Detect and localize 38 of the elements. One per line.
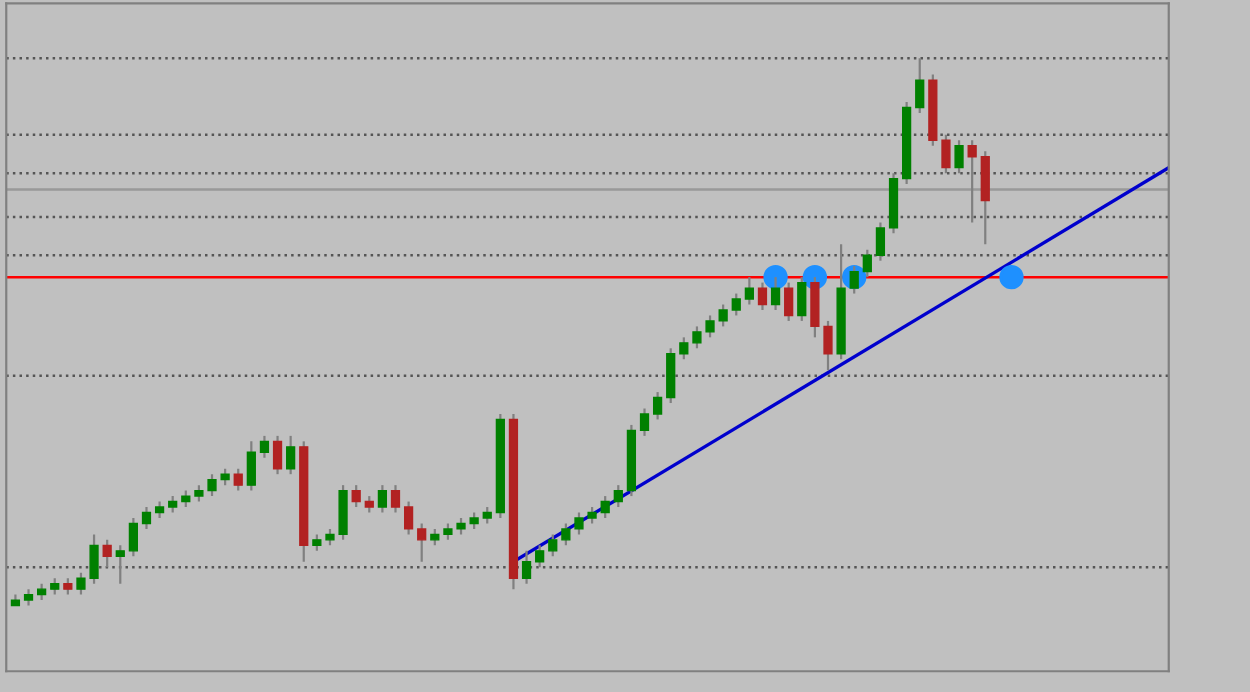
candlestick	[600, 494, 610, 520]
candlestick	[757, 281, 768, 312]
candlestick	[862, 248, 872, 279]
candlestick	[272, 434, 283, 476]
candlestick	[849, 265, 859, 295]
candlestick	[639, 407, 650, 437]
candlestick	[980, 150, 990, 246]
candlestick	[417, 522, 427, 563]
candlestick	[351, 484, 361, 509]
candlestick	[770, 276, 781, 312]
candlestick	[744, 276, 754, 306]
candlestick	[390, 484, 401, 514]
candlestick	[115, 544, 125, 585]
candlestick	[731, 292, 741, 317]
candlestick	[967, 139, 977, 224]
candlestick	[941, 133, 951, 175]
candlestick	[718, 303, 728, 328]
candlestick	[141, 505, 152, 531]
candlestick	[286, 434, 296, 476]
candlestick	[915, 57, 925, 115]
candlestick	[403, 500, 414, 536]
candlestick	[233, 467, 243, 492]
candlestick	[784, 281, 794, 323]
candlestick	[797, 276, 807, 323]
candlestick	[246, 440, 256, 492]
candlestick	[679, 336, 689, 361]
candlestick	[666, 347, 676, 405]
candlestick	[613, 484, 623, 509]
candlestick	[652, 390, 663, 421]
candlestick	[102, 538, 112, 569]
candlestick	[548, 533, 558, 558]
candlestick	[377, 484, 388, 514]
candlestick	[521, 549, 532, 585]
candlestick	[954, 139, 964, 175]
candlestick	[875, 221, 886, 262]
candlestick	[535, 544, 545, 569]
candlestick	[128, 516, 139, 558]
candlestick	[259, 434, 270, 459]
